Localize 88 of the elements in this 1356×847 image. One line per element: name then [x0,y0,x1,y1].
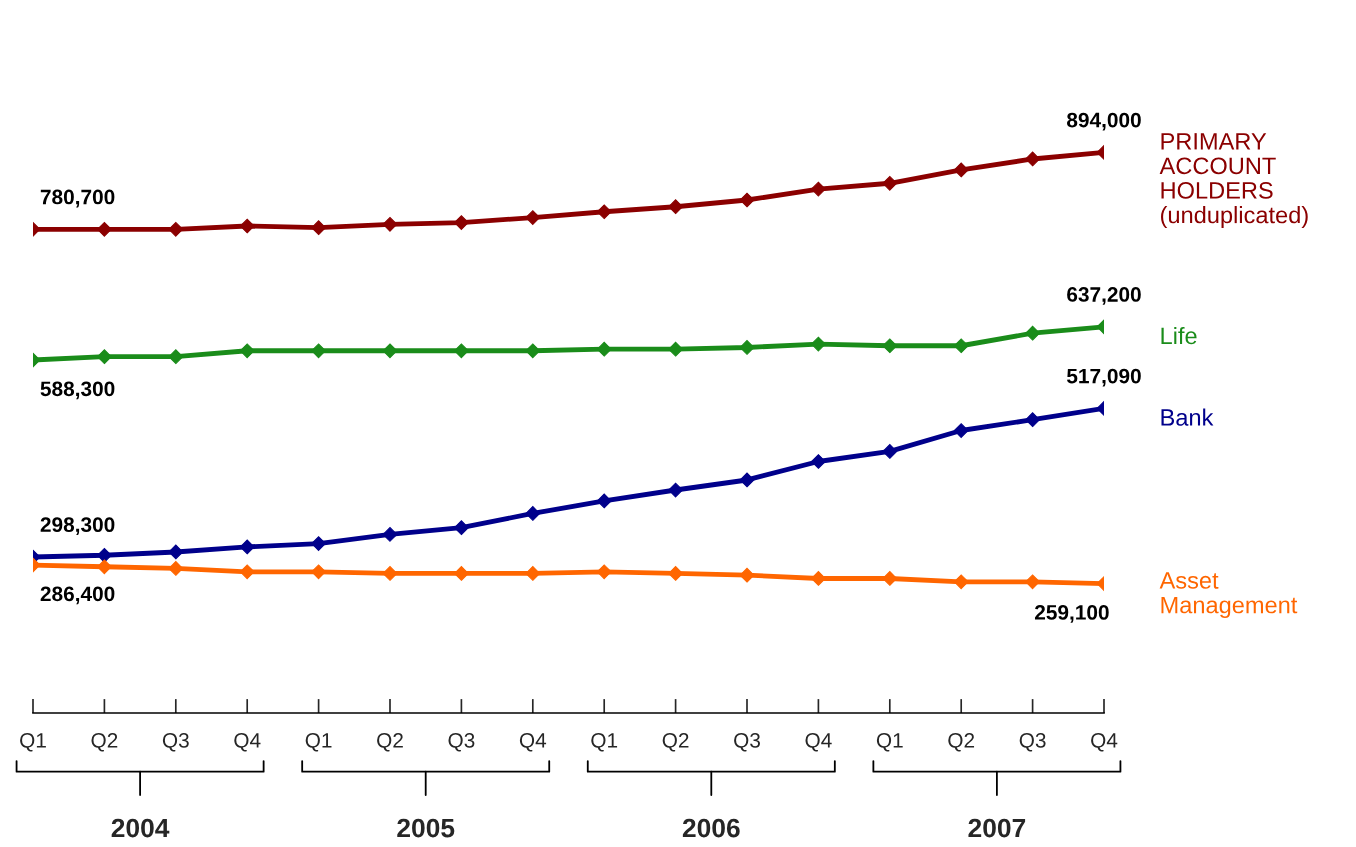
x-tick-label: Q1 [305,732,332,752]
point [311,343,326,359]
point [668,482,683,498]
point [953,574,969,590]
point [668,199,683,215]
point [953,423,969,438]
x-tick-label: Q1 [20,732,46,752]
point [882,175,898,191]
point [454,520,469,536]
text: 2006 [682,818,740,838]
point [811,454,826,469]
point [882,444,898,459]
point [382,526,398,542]
text: 2004 [111,818,170,838]
point [382,566,398,581]
point [596,564,612,580]
point [525,506,541,521]
point [239,539,255,555]
point [454,566,469,581]
point [596,204,612,220]
x-tick-label: Q4 [805,732,832,752]
text: 2007 [968,818,1026,838]
point [596,341,612,357]
point [1025,325,1040,341]
data-label: 298,300 [40,517,115,536]
point [739,340,755,355]
point [97,559,112,575]
x-tick-label: Q1 [876,732,903,752]
point [239,218,255,234]
x-tick-label: Q2 [91,732,118,752]
point [382,216,398,232]
point [811,336,826,352]
point [311,564,326,580]
point [311,220,326,236]
point [882,338,898,354]
text: PRIMARY ACCOUNT HOLDERS (unduplicated) [1159,133,1308,229]
data-label: 286,400 [40,586,115,605]
x-tick-label: Q2 [377,732,403,752]
text: Asset Management [1159,572,1298,619]
point [668,566,683,581]
point [168,349,184,365]
x-tick-label: Q4 [519,732,547,752]
point [525,566,541,581]
point [596,493,612,509]
x-tick-label: Q1 [591,732,618,752]
point [811,181,826,197]
data-label: 780,700 [40,189,115,208]
point [1025,151,1040,167]
point [668,341,683,357]
point [739,472,755,488]
point [239,343,255,359]
point [454,343,469,359]
x-tick-label: Q3 [1019,732,1046,752]
point [239,564,255,580]
point [1025,412,1040,428]
point [311,536,326,552]
data-label: 517,090 [1066,368,1141,387]
x-tick-label: Q4 [234,732,261,752]
point [525,210,541,225]
text: Life [1161,326,1197,345]
point [525,343,541,359]
x-tick-label: Q2 [662,732,689,752]
point [882,571,898,586]
data-label: 637,200 [1067,287,1141,305]
point [168,221,184,237]
point [953,338,969,354]
point [97,547,112,563]
point [454,215,469,230]
point [97,349,112,365]
point [97,221,112,237]
point [739,192,755,208]
text: Bank [1161,408,1214,426]
data-label: 259,100 [1034,605,1109,623]
x-tick-label: Q4 [1091,732,1118,752]
point [382,343,398,359]
data-label: 588,300 [40,381,115,400]
point [953,162,969,178]
point [168,561,184,576]
x-tick-label: Q2 [948,732,975,752]
x-tick-label: Q3 [162,732,189,752]
data-label: 894,000 [1067,112,1141,131]
point [739,567,755,583]
x-tick-label: Q3 [448,732,475,752]
point [1025,574,1040,590]
point [811,571,826,586]
text: 2005 [397,818,455,838]
point [168,544,184,560]
x-tick-label: Q3 [734,732,760,752]
